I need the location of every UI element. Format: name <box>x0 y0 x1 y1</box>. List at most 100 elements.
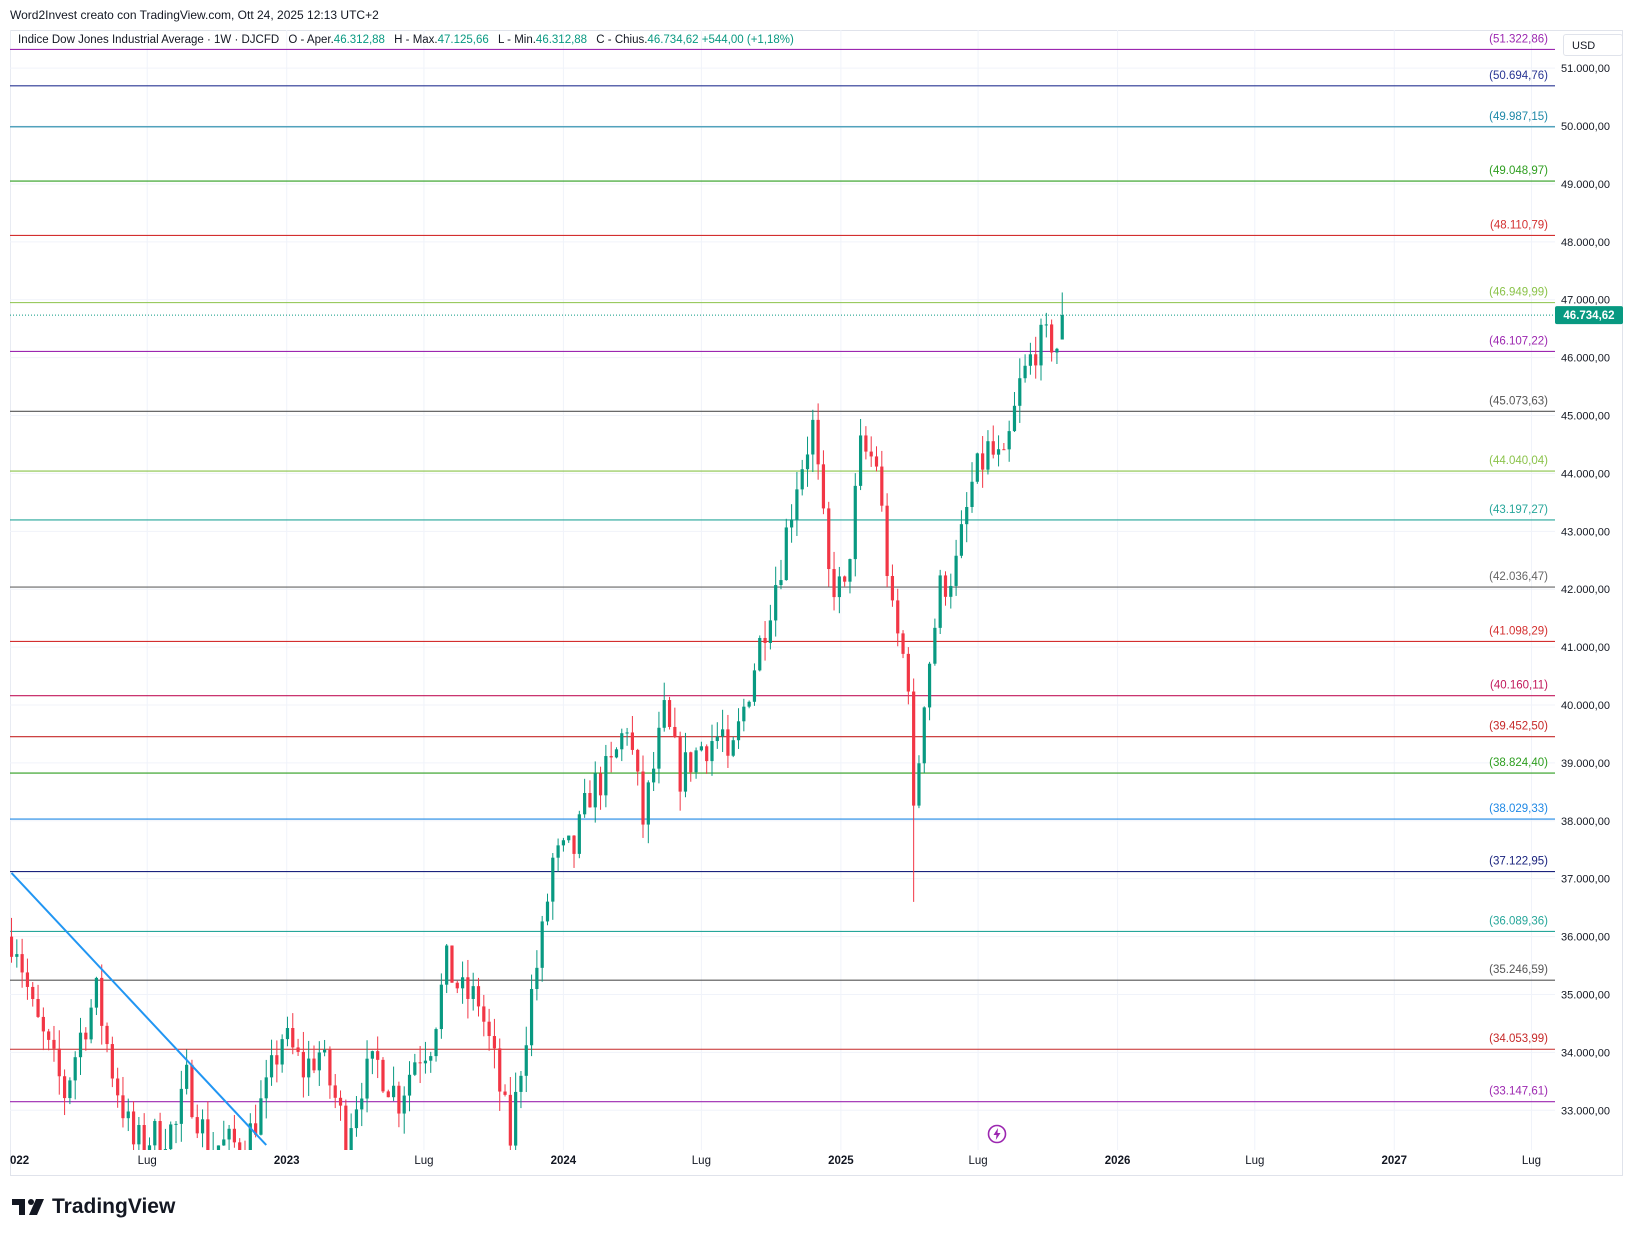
candle <box>1044 312 1048 338</box>
candle <box>620 728 624 762</box>
candle <box>110 1036 114 1088</box>
candle-body <box>455 982 459 989</box>
currency-button[interactable]: USD <box>1563 34 1623 56</box>
candle <box>10 917 14 963</box>
candle-body <box>349 1128 353 1150</box>
tradingview-logo-icon <box>12 1199 44 1215</box>
price-axis: 33.000,00 34.000,00 35.000,00 36.000,00 37.0… <box>1561 63 1610 1117</box>
candle <box>1002 442 1006 451</box>
grid <box>10 30 1555 1150</box>
tradingview-brand[interactable]: TradingView <box>12 1195 175 1219</box>
candle-body <box>275 1055 279 1065</box>
candle-body <box>927 663 932 708</box>
candle-body <box>110 1044 114 1079</box>
lightning-icon[interactable] <box>987 1124 1007 1144</box>
candle-body <box>68 1080 72 1099</box>
candle-body <box>121 1095 125 1119</box>
candle <box>301 1031 305 1098</box>
candle <box>811 409 815 473</box>
candle <box>874 446 879 472</box>
candle-body <box>174 1123 178 1125</box>
candle <box>561 837 566 852</box>
candle-body <box>556 845 560 858</box>
candle-body <box>301 1051 305 1078</box>
candle-body <box>131 1111 136 1145</box>
candle-body <box>280 1039 284 1065</box>
candle-body <box>805 454 810 470</box>
candle-body <box>397 1085 401 1114</box>
candle-body <box>41 1016 45 1032</box>
candle-body <box>94 977 99 1008</box>
candle-body <box>864 435 868 452</box>
candle <box>244 1140 246 1150</box>
candle <box>588 780 592 808</box>
last-price-tag <box>1555 306 1623 325</box>
candle <box>943 571 948 606</box>
candle-body <box>47 1031 51 1040</box>
candle <box>227 1124 231 1150</box>
candle <box>986 430 990 475</box>
candle-body <box>981 453 985 470</box>
candle <box>89 999 93 1044</box>
candle <box>450 945 454 983</box>
candle <box>121 1076 125 1128</box>
candle <box>169 1121 173 1150</box>
candle-body <box>620 733 624 750</box>
candle-body <box>317 1052 321 1071</box>
candle-body <box>25 972 30 987</box>
candle <box>275 1040 279 1083</box>
candle-body <box>933 627 937 664</box>
last-price-marker: 46.734,62 <box>10 306 1623 325</box>
candle-body <box>413 1062 417 1075</box>
level-label: (33.147,61) <box>1489 1086 1548 1098</box>
candle <box>551 853 555 920</box>
candles <box>10 292 1064 1150</box>
candle <box>938 569 942 635</box>
candle-body <box>567 835 571 841</box>
candle-body <box>137 1125 141 1145</box>
candle <box>795 472 799 536</box>
candle-body <box>418 1062 422 1064</box>
candle-body <box>996 449 1001 455</box>
candle <box>264 1059 268 1119</box>
candle-body <box>190 1064 194 1118</box>
ohlc-legend: Indice Dow Jones Industrial Average · 1W… <box>18 34 794 46</box>
candle-body <box>991 441 995 455</box>
price-tick-label: 39.000,00 <box>1561 758 1610 770</box>
candle <box>57 1030 61 1095</box>
candle <box>73 1051 77 1100</box>
candle <box>901 630 905 659</box>
candle <box>84 1027 88 1051</box>
candle-body <box>970 481 974 507</box>
candle-body <box>482 1006 486 1022</box>
candle <box>323 1039 327 1057</box>
candle-body <box>466 977 470 999</box>
candle-body <box>31 986 35 1000</box>
candle <box>837 566 841 614</box>
candle-body <box>986 441 990 470</box>
candle <box>816 403 820 480</box>
candle-body <box>577 814 581 854</box>
candle <box>843 575 847 587</box>
candle <box>673 707 677 739</box>
candle-body <box>694 750 698 773</box>
price-tick-label: 47.000,00 <box>1561 295 1610 307</box>
candle <box>514 1072 518 1150</box>
candle-body <box>370 1051 374 1059</box>
candle-body <box>545 901 550 922</box>
time-tick-label: Lug <box>968 1155 987 1167</box>
candle <box>667 696 672 730</box>
candle-body <box>238 1142 242 1150</box>
time-tick-label: 2025 <box>828 1155 854 1167</box>
candle <box>981 436 985 488</box>
candle-body <box>699 746 703 751</box>
candle-body <box>365 1058 369 1099</box>
candle <box>391 1066 396 1102</box>
candle-body <box>100 977 104 1026</box>
candle <box>927 661 932 721</box>
candle-body <box>386 1091 390 1098</box>
candle-body <box>402 1095 406 1114</box>
candle <box>317 1041 321 1086</box>
candle <box>498 1038 502 1111</box>
